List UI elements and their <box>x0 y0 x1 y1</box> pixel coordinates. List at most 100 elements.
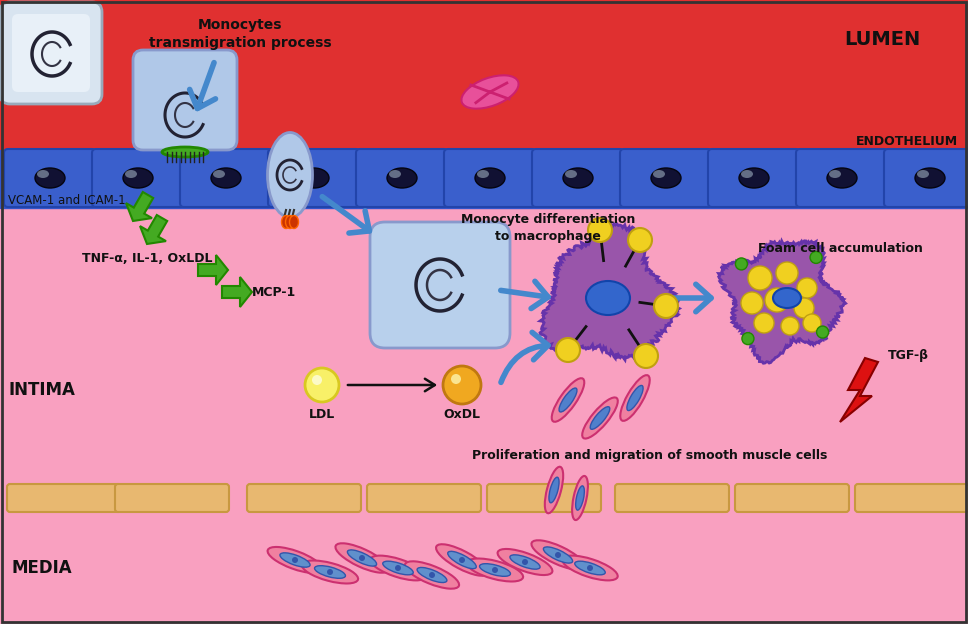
FancyBboxPatch shape <box>247 484 361 512</box>
Ellipse shape <box>562 555 618 580</box>
Circle shape <box>810 251 822 263</box>
Ellipse shape <box>917 170 929 178</box>
FancyBboxPatch shape <box>884 149 968 207</box>
Polygon shape <box>540 224 680 360</box>
Ellipse shape <box>389 170 401 178</box>
Text: Proliferation and migration of smooth muscle cells: Proliferation and migration of smooth mu… <box>472 449 828 462</box>
FancyBboxPatch shape <box>532 149 624 207</box>
Ellipse shape <box>387 168 417 188</box>
FancyBboxPatch shape <box>708 149 800 207</box>
Circle shape <box>748 266 772 290</box>
Ellipse shape <box>552 378 585 422</box>
Ellipse shape <box>371 555 426 580</box>
Ellipse shape <box>545 467 563 514</box>
Ellipse shape <box>282 215 290 228</box>
Text: MEDIA: MEDIA <box>12 559 73 577</box>
FancyBboxPatch shape <box>7 484 121 512</box>
Circle shape <box>741 292 763 314</box>
Circle shape <box>359 555 365 561</box>
Ellipse shape <box>315 566 346 578</box>
Polygon shape <box>222 277 252 307</box>
FancyBboxPatch shape <box>0 2 102 104</box>
Ellipse shape <box>653 170 665 178</box>
Ellipse shape <box>531 540 585 570</box>
Ellipse shape <box>582 397 618 439</box>
Ellipse shape <box>477 170 489 178</box>
Ellipse shape <box>436 544 488 576</box>
Polygon shape <box>840 358 878 422</box>
Ellipse shape <box>336 544 388 573</box>
FancyBboxPatch shape <box>268 149 360 207</box>
Text: LDL: LDL <box>309 408 335 421</box>
Ellipse shape <box>829 170 841 178</box>
Ellipse shape <box>405 562 459 588</box>
Ellipse shape <box>302 560 358 583</box>
FancyBboxPatch shape <box>796 149 888 207</box>
Ellipse shape <box>348 550 377 566</box>
Ellipse shape <box>35 168 65 188</box>
Ellipse shape <box>462 76 519 109</box>
FancyBboxPatch shape <box>370 222 510 348</box>
Ellipse shape <box>590 407 610 429</box>
Ellipse shape <box>289 215 298 228</box>
Ellipse shape <box>417 567 447 583</box>
Bar <box>0 150 968 208</box>
Text: INTIMA: INTIMA <box>9 381 76 399</box>
FancyBboxPatch shape <box>92 149 184 207</box>
Circle shape <box>327 569 333 575</box>
Circle shape <box>305 368 339 402</box>
FancyBboxPatch shape <box>180 149 272 207</box>
Ellipse shape <box>563 168 593 188</box>
Circle shape <box>556 338 580 362</box>
FancyBboxPatch shape <box>133 50 237 150</box>
Text: TNF-α, IL-1, OxLDL: TNF-α, IL-1, OxLDL <box>82 251 213 265</box>
Ellipse shape <box>299 168 329 188</box>
Ellipse shape <box>827 168 857 188</box>
FancyBboxPatch shape <box>487 484 601 512</box>
Ellipse shape <box>475 168 505 188</box>
Ellipse shape <box>576 486 585 510</box>
FancyBboxPatch shape <box>615 484 729 512</box>
Ellipse shape <box>267 547 322 573</box>
Circle shape <box>588 218 612 242</box>
Circle shape <box>776 262 798 284</box>
Ellipse shape <box>651 168 681 188</box>
Text: ENDOTHELIUM: ENDOTHELIUM <box>856 135 958 148</box>
FancyBboxPatch shape <box>444 149 536 207</box>
Polygon shape <box>140 215 167 244</box>
Circle shape <box>634 344 658 368</box>
Circle shape <box>587 565 593 571</box>
Ellipse shape <box>267 132 313 218</box>
Ellipse shape <box>467 558 523 582</box>
Circle shape <box>443 366 481 404</box>
Circle shape <box>741 333 754 344</box>
Ellipse shape <box>479 563 510 577</box>
Circle shape <box>754 313 774 333</box>
FancyBboxPatch shape <box>115 484 229 512</box>
Ellipse shape <box>560 388 577 412</box>
Circle shape <box>736 258 747 270</box>
Ellipse shape <box>549 477 560 503</box>
Ellipse shape <box>382 561 413 575</box>
FancyBboxPatch shape <box>367 484 481 512</box>
Ellipse shape <box>213 170 225 178</box>
Ellipse shape <box>123 168 153 188</box>
Text: TGF-β: TGF-β <box>888 348 929 361</box>
Ellipse shape <box>627 386 643 411</box>
Ellipse shape <box>543 547 573 563</box>
Ellipse shape <box>739 168 769 188</box>
Ellipse shape <box>565 170 577 178</box>
FancyBboxPatch shape <box>735 484 849 512</box>
Text: LUMEN: LUMEN <box>844 30 920 49</box>
Ellipse shape <box>773 288 801 308</box>
Circle shape <box>459 557 465 563</box>
Ellipse shape <box>586 281 630 315</box>
Circle shape <box>451 374 461 384</box>
Circle shape <box>628 228 652 252</box>
FancyBboxPatch shape <box>620 149 712 207</box>
Text: Monocyte differentiation
to macrophage: Monocyte differentiation to macrophage <box>461 213 635 243</box>
FancyBboxPatch shape <box>12 14 90 92</box>
Text: OxDL: OxDL <box>443 408 480 421</box>
Ellipse shape <box>620 375 650 421</box>
Polygon shape <box>126 192 153 221</box>
